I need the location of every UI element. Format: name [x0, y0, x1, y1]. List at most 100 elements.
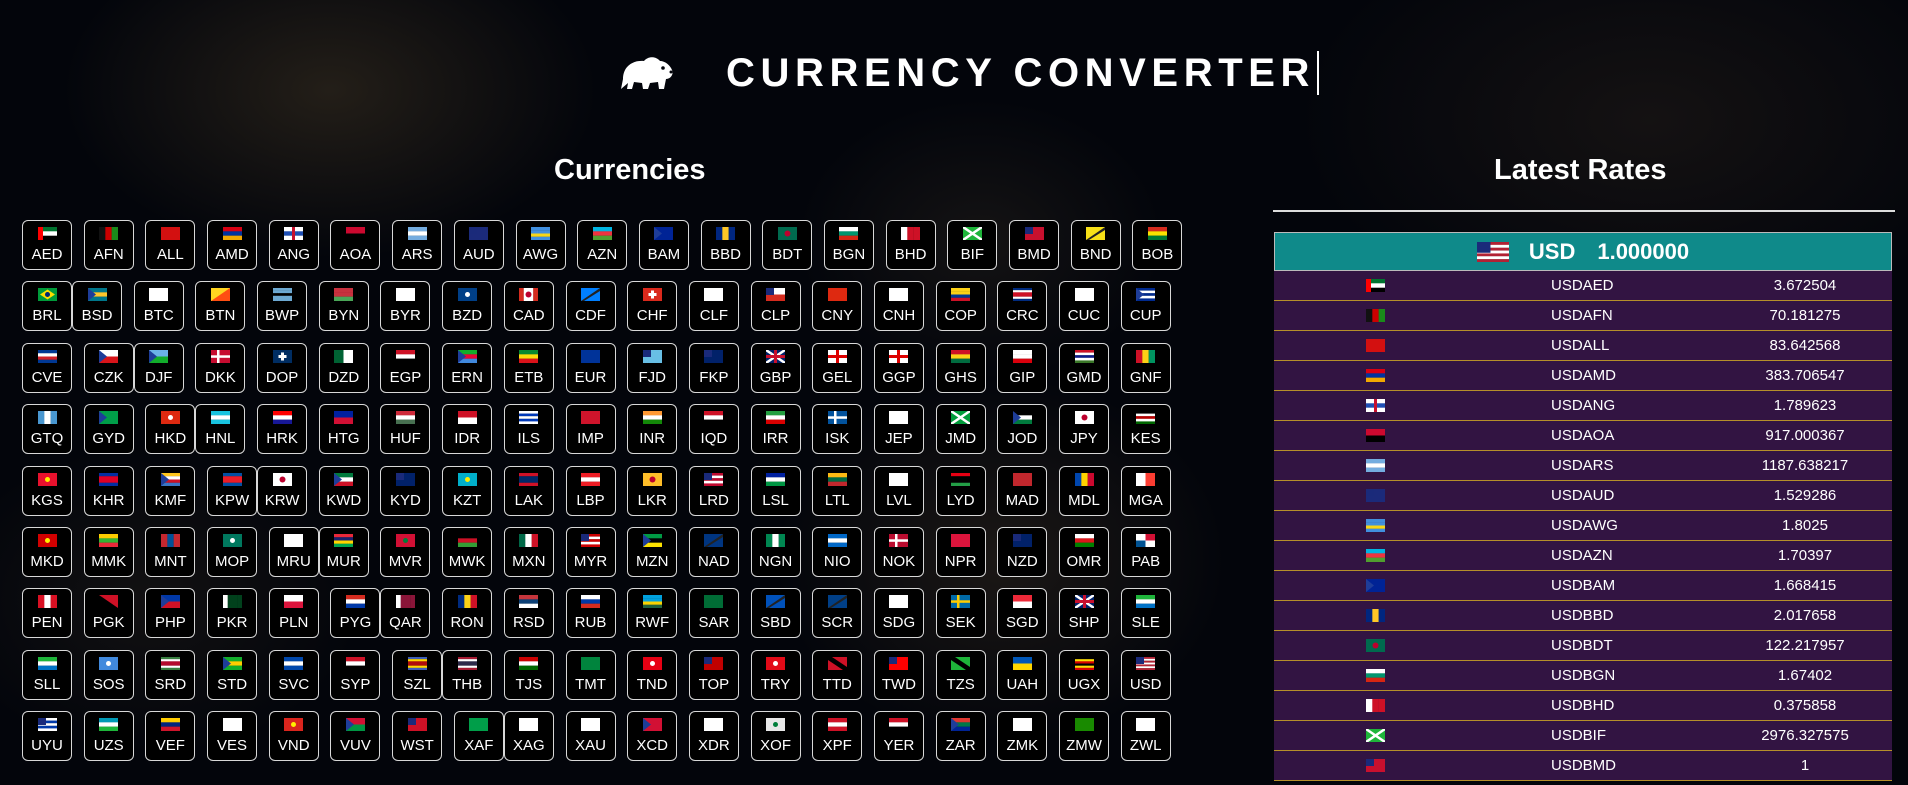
- currency-button-zmk[interactable]: ZMK: [997, 711, 1048, 762]
- currency-button-xag[interactable]: XAG: [503, 711, 554, 762]
- currency-button-mxn[interactable]: MXN: [503, 526, 554, 577]
- currency-button-djf[interactable]: DJF: [133, 342, 184, 393]
- currency-button-khr[interactable]: KHR: [83, 465, 134, 516]
- currency-button-bhd[interactable]: BHD: [885, 220, 936, 270]
- currency-button-huf[interactable]: HUF: [380, 404, 431, 455]
- currency-button-imp[interactable]: IMP: [565, 404, 616, 455]
- currency-button-bdt[interactable]: BDT: [762, 220, 813, 270]
- currency-button-jod[interactable]: JOD: [997, 404, 1048, 455]
- currency-button-bnd[interactable]: BND: [1070, 220, 1121, 270]
- currency-button-bam[interactable]: BAM: [638, 220, 689, 270]
- currency-button-brl[interactable]: BRL: [22, 281, 72, 332]
- currency-button-fjd[interactable]: FJD: [627, 342, 678, 393]
- currency-button-mru[interactable]: MRU: [268, 526, 319, 577]
- currency-button-tnd[interactable]: TND: [627, 649, 678, 700]
- currency-button-jpy[interactable]: JPY: [1059, 404, 1109, 455]
- currency-button-rub[interactable]: RUB: [565, 588, 616, 639]
- currency-button-ves[interactable]: VES: [207, 711, 258, 762]
- currency-button-mop[interactable]: MOP: [207, 526, 258, 577]
- currency-button-ltl[interactable]: LTL: [812, 465, 863, 516]
- currency-button-ghs[interactable]: GHS: [935, 342, 986, 393]
- rates-table[interactable]: USD 1.000000 USDAED 3.672504 USDAFN 70.1812…: [1274, 232, 1892, 785]
- currency-button-hnl[interactable]: HNL: [195, 404, 246, 455]
- currency-button-pgk[interactable]: PGK: [83, 588, 134, 639]
- currency-button-mur[interactable]: MUR: [318, 526, 369, 577]
- currency-button-dop[interactable]: DOP: [257, 342, 308, 393]
- currency-button-npr[interactable]: NPR: [935, 526, 986, 577]
- currency-button-hrk[interactable]: HRK: [257, 404, 308, 455]
- currency-button-hkd[interactable]: HKD: [145, 404, 196, 455]
- currency-button-htg[interactable]: HTG: [318, 404, 369, 455]
- currency-button-ils[interactable]: ILS: [503, 404, 554, 455]
- currency-button-xaf[interactable]: XAF: [453, 711, 504, 762]
- currency-button-cve[interactable]: CVE: [22, 342, 72, 393]
- currency-button-nzd[interactable]: NZD: [997, 526, 1048, 577]
- currency-button-ron[interactable]: RON: [442, 588, 493, 639]
- currency-button-mvr[interactable]: MVR: [380, 526, 431, 577]
- currency-button-nok[interactable]: NOK: [873, 526, 924, 577]
- currency-button-ngn[interactable]: NGN: [750, 526, 801, 577]
- currency-button-pln[interactable]: PLN: [268, 588, 319, 639]
- currency-button-thb[interactable]: THB: [442, 649, 493, 700]
- currency-button-gnf[interactable]: GNF: [1120, 342, 1171, 393]
- currency-button-mkd[interactable]: MKD: [22, 526, 72, 577]
- currency-button-btc[interactable]: BTC: [133, 281, 184, 332]
- currency-button-omr[interactable]: OMR: [1059, 526, 1109, 577]
- currency-button-jmd[interactable]: JMD: [935, 404, 986, 455]
- currency-button-cuc[interactable]: CUC: [1059, 281, 1109, 332]
- currency-button-all[interactable]: ALL: [145, 220, 196, 270]
- currency-button-sek[interactable]: SEK: [935, 588, 986, 639]
- currency-button-ttd[interactable]: TTD: [812, 649, 863, 700]
- currency-button-ugx[interactable]: UGX: [1059, 649, 1109, 700]
- currency-button-dzd[interactable]: DZD: [318, 342, 369, 393]
- currency-button-irr[interactable]: IRR: [750, 404, 801, 455]
- currency-button-vef[interactable]: VEF: [145, 711, 196, 762]
- currency-button-sos[interactable]: SOS: [83, 649, 134, 700]
- currency-button-uyu[interactable]: UYU: [22, 711, 72, 762]
- currency-button-pen[interactable]: PEN: [22, 588, 72, 639]
- currency-button-twd[interactable]: TWD: [873, 649, 924, 700]
- currency-button-szl[interactable]: SZL: [392, 649, 443, 700]
- currency-button-cad[interactable]: CAD: [503, 281, 554, 332]
- currency-button-bob[interactable]: BOB: [1132, 220, 1183, 270]
- currency-button-kgs[interactable]: KGS: [22, 465, 72, 516]
- currency-button-mdl[interactable]: MDL: [1059, 465, 1109, 516]
- currency-button-inr[interactable]: INR: [627, 404, 678, 455]
- currency-button-crc[interactable]: CRC: [997, 281, 1048, 332]
- currency-button-sll[interactable]: SLL: [22, 649, 72, 700]
- currency-button-jep[interactable]: JEP: [873, 404, 924, 455]
- currency-button-lyd[interactable]: LYD: [935, 465, 986, 516]
- currency-button-bgn[interactable]: BGN: [823, 220, 874, 270]
- currency-button-lbp[interactable]: LBP: [565, 465, 616, 516]
- currency-button-gel[interactable]: GEL: [812, 342, 863, 393]
- currency-button-kwd[interactable]: KWD: [318, 465, 369, 516]
- currency-button-wst[interactable]: WST: [392, 711, 443, 762]
- currency-button-vuv[interactable]: VUV: [330, 711, 381, 762]
- currency-button-clp[interactable]: CLP: [750, 281, 801, 332]
- currency-button-scr[interactable]: SCR: [812, 588, 863, 639]
- currency-button-aud[interactable]: AUD: [453, 220, 504, 270]
- currency-button-mad[interactable]: MAD: [997, 465, 1048, 516]
- currency-button-kyd[interactable]: KYD: [380, 465, 431, 516]
- currency-button-azn[interactable]: AZN: [577, 220, 628, 270]
- currency-button-ern[interactable]: ERN: [442, 342, 493, 393]
- currency-button-svc[interactable]: SVC: [268, 649, 319, 700]
- currency-button-mga[interactable]: MGA: [1120, 465, 1171, 516]
- currency-button-lkr[interactable]: LKR: [627, 465, 678, 516]
- currency-button-dkk[interactable]: DKK: [195, 342, 246, 393]
- currency-button-iqd[interactable]: IQD: [688, 404, 739, 455]
- currency-button-tjs[interactable]: TJS: [503, 649, 554, 700]
- currency-button-try[interactable]: TRY: [750, 649, 801, 700]
- currency-button-shp[interactable]: SHP: [1059, 588, 1109, 639]
- currency-button-aoa[interactable]: AOA: [330, 220, 381, 270]
- currency-button-isk[interactable]: ISK: [812, 404, 863, 455]
- currency-button-tzs[interactable]: TZS: [935, 649, 986, 700]
- currency-button-usd[interactable]: USD: [1120, 649, 1171, 700]
- currency-button-byn[interactable]: BYN: [318, 281, 369, 332]
- currency-button-czk[interactable]: CZK: [83, 342, 134, 393]
- currency-button-xpf[interactable]: XPF: [812, 711, 863, 762]
- currency-button-pab[interactable]: PAB: [1120, 526, 1171, 577]
- currency-button-amd[interactable]: AMD: [207, 220, 258, 270]
- currency-button-eur[interactable]: EUR: [565, 342, 616, 393]
- currency-button-gmd[interactable]: GMD: [1059, 342, 1109, 393]
